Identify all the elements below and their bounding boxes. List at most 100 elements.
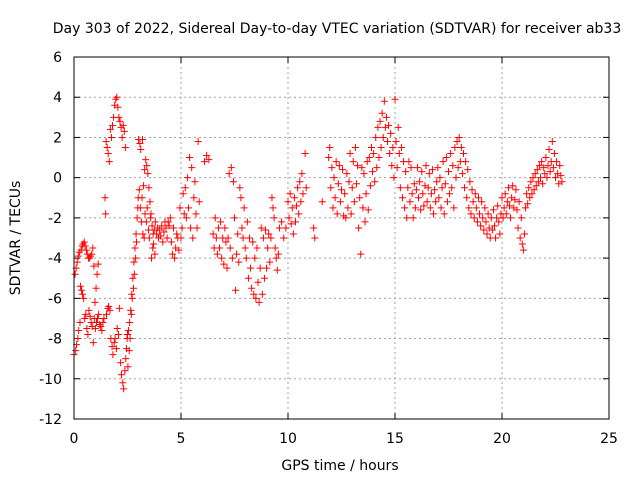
data-point xyxy=(344,204,352,212)
data-point xyxy=(263,264,271,272)
data-point xyxy=(187,224,195,232)
data-point xyxy=(522,204,530,212)
data-point xyxy=(342,214,350,222)
data-point xyxy=(540,164,548,172)
data-point xyxy=(272,254,280,262)
data-point xyxy=(546,168,554,176)
data-point xyxy=(142,156,150,164)
data-point xyxy=(267,234,275,242)
data-point xyxy=(209,230,217,238)
data-point xyxy=(115,304,123,312)
data-point xyxy=(558,178,566,186)
data-point xyxy=(413,164,421,172)
data-point xyxy=(229,178,237,186)
data-point xyxy=(409,214,417,222)
y-tick-label: -10 xyxy=(39,372,62,388)
data-point xyxy=(175,246,183,254)
data-point xyxy=(195,198,203,206)
data-point xyxy=(71,270,79,278)
data-point xyxy=(132,230,140,238)
data-point xyxy=(82,310,90,318)
data-point xyxy=(118,133,126,141)
data-point xyxy=(447,150,455,158)
data-point xyxy=(109,351,117,359)
data-point xyxy=(119,121,127,129)
data-point xyxy=(107,133,115,141)
data-point xyxy=(164,218,172,226)
data-point xyxy=(147,210,155,218)
data-point xyxy=(422,162,430,170)
data-point xyxy=(73,258,81,266)
data-point xyxy=(148,222,156,230)
data-point xyxy=(385,121,393,129)
data-point xyxy=(103,144,111,151)
data-point xyxy=(113,93,121,101)
data-point xyxy=(362,190,370,198)
data-point xyxy=(335,162,343,170)
data-point xyxy=(327,184,335,192)
data-point xyxy=(126,318,134,326)
data-point xyxy=(538,158,546,166)
data-point xyxy=(203,152,211,160)
data-point xyxy=(370,150,378,158)
data-point xyxy=(418,168,426,176)
data-point xyxy=(391,95,399,103)
data-point xyxy=(424,184,432,192)
data-point xyxy=(75,327,83,335)
data-point xyxy=(348,184,356,192)
data-point xyxy=(479,214,487,222)
data-point xyxy=(417,206,425,214)
data-point xyxy=(499,214,507,222)
data-point xyxy=(402,168,410,176)
data-point xyxy=(178,224,186,232)
data-point xyxy=(333,210,341,218)
data-point xyxy=(480,226,488,234)
data-point xyxy=(478,198,486,206)
data-point xyxy=(91,298,99,306)
data-point xyxy=(466,178,474,186)
data-point xyxy=(328,164,336,172)
data-point xyxy=(350,198,358,206)
data-point xyxy=(330,174,338,182)
data-point xyxy=(97,322,105,330)
data-point xyxy=(464,166,472,174)
data-point xyxy=(111,335,119,343)
data-point xyxy=(253,244,261,252)
data-point xyxy=(156,226,164,234)
data-point xyxy=(339,166,347,174)
data-point xyxy=(500,204,508,212)
data-point xyxy=(458,170,466,178)
data-point xyxy=(404,184,412,192)
data-point xyxy=(121,367,129,375)
data-point xyxy=(290,194,298,202)
data-point xyxy=(448,184,456,192)
data-point xyxy=(289,230,297,238)
data-point xyxy=(249,238,257,246)
y-tick-label: 4 xyxy=(53,90,62,106)
data-point xyxy=(519,246,527,254)
data-point xyxy=(543,174,551,182)
data-point xyxy=(326,144,334,151)
data-point xyxy=(108,343,116,351)
data-point xyxy=(520,230,528,238)
data-point xyxy=(130,270,138,278)
data-point xyxy=(443,198,451,206)
data-point xyxy=(114,103,122,111)
data-point xyxy=(170,224,178,232)
data-point xyxy=(212,234,220,242)
data-point xyxy=(119,379,127,387)
data-point xyxy=(364,206,372,214)
data-point xyxy=(94,314,102,322)
data-point xyxy=(416,178,424,186)
data-point xyxy=(358,164,366,172)
data-point xyxy=(529,174,537,182)
data-point xyxy=(457,144,465,151)
data-point xyxy=(271,244,279,252)
plot-frame xyxy=(73,56,610,420)
data-point xyxy=(124,363,132,371)
data-point xyxy=(531,170,539,178)
data-point xyxy=(468,186,476,194)
data-point xyxy=(347,210,355,218)
data-point xyxy=(452,174,460,182)
data-point xyxy=(124,331,131,339)
